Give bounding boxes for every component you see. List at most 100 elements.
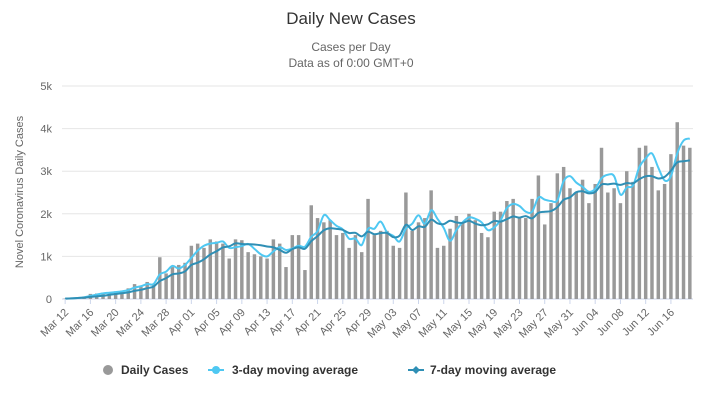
bar-daily-cases[interactable] (240, 240, 244, 299)
bar-daily-cases[interactable] (366, 198, 370, 299)
bar-daily-cases[interactable] (385, 230, 389, 299)
bar-daily-cases[interactable] (435, 247, 440, 299)
bar-daily-cases[interactable] (252, 254, 257, 299)
bar-daily-cases[interactable] (170, 267, 175, 299)
bar-daily-cases[interactable] (650, 166, 654, 299)
bar-daily-cases[interactable] (164, 273, 168, 299)
bar-daily-cases[interactable] (568, 188, 572, 299)
bar-daily-cases[interactable] (587, 203, 591, 299)
bar-daily-cases[interactable] (460, 222, 465, 299)
bar-daily-cases[interactable] (372, 235, 377, 299)
bar-daily-cases[interactable] (176, 264, 181, 299)
bar-daily-cases[interactable] (448, 228, 452, 299)
bar-daily-cases[interactable] (391, 245, 396, 299)
bar-daily-cases[interactable] (688, 147, 692, 299)
bar-daily-cases[interactable] (656, 190, 661, 299)
bar-daily-cases[interactable] (271, 239, 276, 299)
bar-daily-cases[interactable] (322, 222, 326, 299)
bar-daily-cases[interactable] (479, 232, 484, 299)
bar-daily-cases[interactable] (486, 237, 490, 299)
line-7-day-moving-average[interactable] (65, 159, 690, 300)
bar-daily-cases[interactable] (631, 181, 635, 299)
bar-daily-cases[interactable] (126, 288, 130, 299)
bar-daily-cases[interactable] (530, 198, 534, 299)
bar-daily-cases[interactable] (637, 147, 642, 299)
bar-daily-cases[interactable] (195, 243, 200, 299)
bar-daily-cases[interactable] (536, 175, 541, 299)
bar-daily-cases[interactable] (404, 192, 408, 300)
legend-item-7-day-average[interactable]: 7-day moving average (408, 363, 556, 377)
bar-daily-cases[interactable] (542, 224, 547, 299)
bar-daily-cases[interactable] (227, 258, 231, 299)
bar-daily-cases[interactable] (221, 243, 225, 299)
legend-item-daily-cases[interactable]: Daily Cases (103, 363, 189, 377)
bar-daily-cases[interactable] (347, 247, 351, 299)
bar-daily-cases[interactable] (151, 284, 156, 299)
bar-daily-cases[interactable] (139, 286, 143, 299)
bar-daily-cases[interactable] (265, 258, 269, 299)
bar-daily-cases[interactable] (378, 230, 383, 299)
bar-daily-cases[interactable] (675, 122, 679, 300)
bar-daily-cases[interactable] (643, 145, 648, 299)
bar-daily-cases[interactable] (290, 235, 295, 299)
bar-daily-cases[interactable] (233, 239, 238, 299)
bar-daily-cases[interactable] (259, 256, 263, 299)
bar-daily-cases[interactable] (303, 270, 307, 299)
y-tick-label: 5k (40, 81, 52, 93)
bar-daily-cases[interactable] (492, 211, 496, 299)
bar-daily-cases[interactable] (341, 232, 345, 299)
bar-daily-cases[interactable] (145, 281, 149, 299)
bar-daily-cases[interactable] (517, 218, 522, 299)
bar-daily-cases[interactable] (214, 241, 219, 299)
bar-daily-cases[interactable] (189, 245, 194, 299)
bar-daily-cases[interactable] (246, 252, 250, 299)
bar-daily-cases[interactable] (524, 218, 528, 299)
bar-daily-cases[interactable] (580, 179, 585, 299)
bar-daily-cases[interactable] (208, 239, 213, 299)
bar-daily-cases[interactable] (625, 171, 629, 299)
bar-daily-cases[interactable] (113, 291, 118, 299)
bar-daily-cases[interactable] (183, 262, 187, 299)
bar-daily-cases[interactable] (561, 166, 566, 299)
bar-daily-cases[interactable] (202, 247, 206, 299)
bar-daily-cases[interactable] (681, 145, 686, 299)
bar-daily-cases[interactable] (669, 154, 673, 299)
bar-daily-cases[interactable] (277, 243, 282, 299)
bar-daily-cases[interactable] (618, 203, 623, 299)
legend-marker-3-day-average (212, 366, 220, 374)
bar-daily-cases[interactable] (359, 252, 364, 299)
bar-daily-cases[interactable] (410, 230, 414, 299)
bar-daily-cases[interactable] (498, 211, 503, 299)
bar-daily-cases[interactable] (397, 247, 402, 299)
bar-daily-cases[interactable] (284, 267, 288, 299)
bar-daily-cases[interactable] (158, 257, 162, 299)
bar-daily-cases[interactable] (423, 218, 427, 299)
bar-daily-cases[interactable] (309, 205, 313, 299)
line-3-day-moving-average[interactable] (65, 137, 691, 300)
legend-label-7-day-average: 7-day moving average (430, 363, 556, 377)
bar-daily-cases[interactable] (549, 203, 553, 299)
bar-daily-cases[interactable] (442, 245, 446, 299)
bar-daily-cases[interactable] (296, 235, 301, 299)
bar-daily-cases[interactable] (511, 198, 515, 299)
bar-daily-cases[interactable] (315, 218, 320, 299)
bar-daily-cases[interactable] (555, 173, 560, 299)
bar-daily-cases[interactable] (574, 192, 579, 300)
bar-daily-cases[interactable] (467, 213, 471, 299)
bar-daily-cases[interactable] (334, 235, 339, 299)
bar-daily-cases[interactable] (120, 290, 124, 299)
bar-daily-cases[interactable] (429, 190, 433, 299)
bar-daily-cases[interactable] (353, 235, 358, 299)
legend-item-3-day-average[interactable]: 3-day moving average (208, 363, 358, 377)
bar-daily-cases[interactable] (328, 220, 332, 299)
bar-daily-cases[interactable] (612, 188, 616, 299)
bar-daily-cases[interactable] (505, 201, 509, 299)
bar-daily-cases[interactable] (473, 220, 478, 299)
bar-daily-cases[interactable] (454, 215, 459, 299)
bar-daily-cases[interactable] (606, 192, 610, 300)
bar-daily-cases[interactable] (662, 183, 667, 299)
bar-daily-cases[interactable] (599, 147, 604, 299)
bar-daily-cases[interactable] (593, 183, 597, 299)
bar-daily-cases[interactable] (416, 222, 421, 299)
